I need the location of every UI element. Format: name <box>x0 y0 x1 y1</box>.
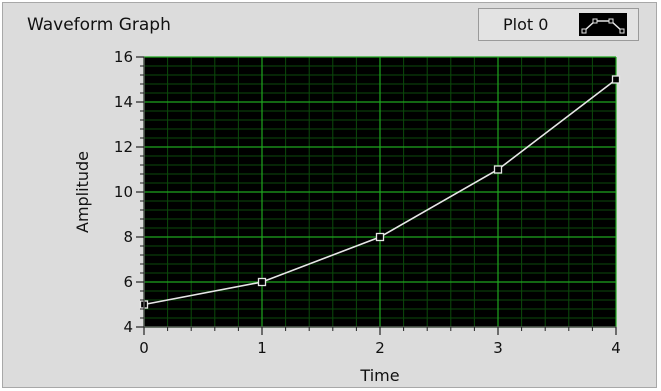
y-tick-label: 12 <box>114 138 133 156</box>
y-tick-label: 16 <box>114 48 133 66</box>
data-point-marker <box>611 75 621 84</box>
y-tick-label: 10 <box>114 183 133 201</box>
x-tick-label: 2 <box>375 339 385 357</box>
y-tick-label: 6 <box>123 273 133 291</box>
plot-grid <box>143 56 617 328</box>
plot-legend-label: Plot 0 <box>503 15 549 34</box>
graph-title: Waveform Graph <box>27 15 171 35</box>
x-tick-label: 3 <box>493 339 503 357</box>
data-point-marker <box>257 277 267 287</box>
y-axis-label: Amplitude <box>73 151 92 233</box>
x-tick-label: 4 <box>611 339 621 357</box>
y-tick-label: 14 <box>114 93 133 111</box>
x-tick-label: 0 <box>139 339 149 357</box>
line-with-square-markers-icon <box>579 13 627 36</box>
data-point-marker <box>493 165 503 174</box>
x-axis-label: Time <box>359 366 399 385</box>
x-tick-label: 1 <box>257 339 267 357</box>
plot-legend[interactable]: Plot 0 <box>478 8 639 41</box>
y-tick-label: 8 <box>123 228 133 246</box>
y-tick-label: 4 <box>123 318 133 336</box>
data-point-marker <box>375 232 385 242</box>
